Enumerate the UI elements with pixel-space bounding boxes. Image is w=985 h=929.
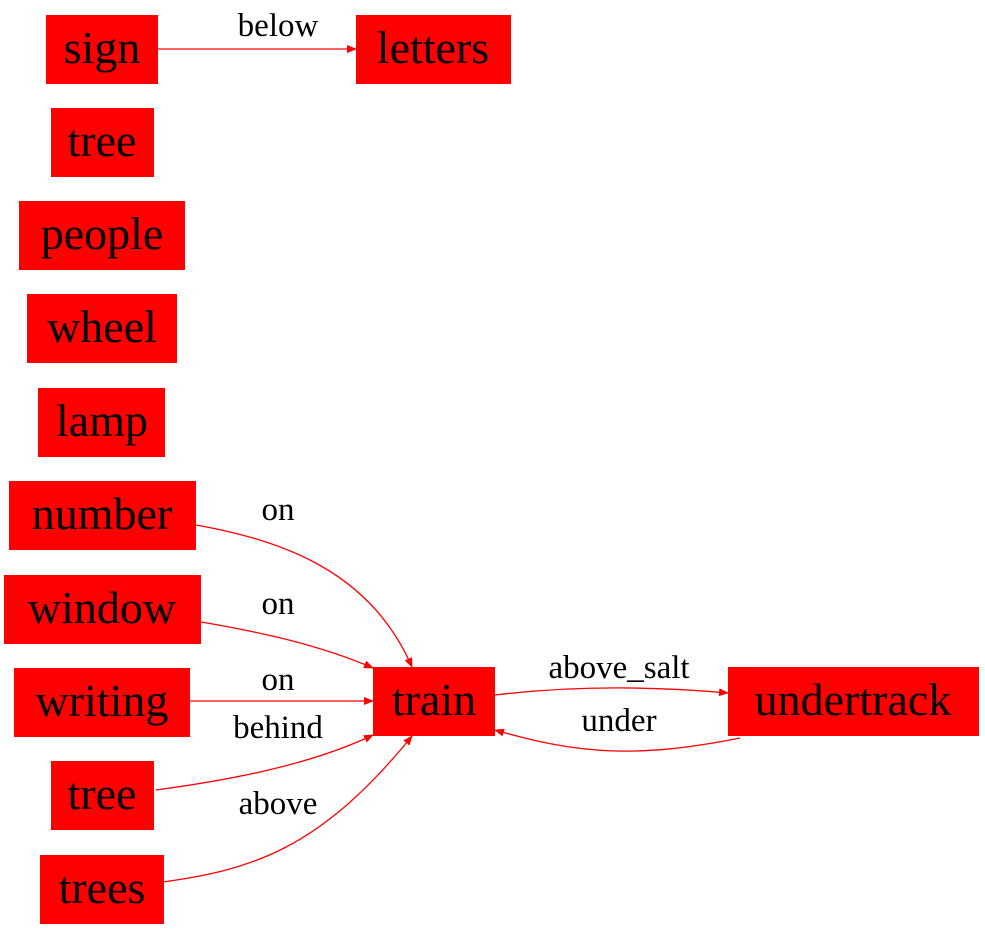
node-trees-label: trees: [59, 862, 146, 913]
node-train-label: train: [392, 674, 476, 725]
node-number[interactable]: number: [9, 481, 196, 550]
node-writing-label: writing: [36, 675, 169, 726]
node-number-label: number: [32, 488, 173, 539]
edge-label-above: above: [239, 786, 318, 822]
edge-number-train: [195, 524, 413, 668]
edge-window-train: [200, 621, 374, 669]
node-wheel[interactable]: wheel: [27, 294, 177, 363]
edge-label-number-on: on: [262, 492, 295, 528]
node-wheel-label: wheel: [47, 301, 157, 352]
node-people[interactable]: people: [19, 201, 185, 270]
node-letters-label: letters: [377, 22, 489, 73]
node-tree-1[interactable]: tree: [51, 108, 154, 177]
node-train[interactable]: train: [373, 667, 495, 736]
node-sign-label: sign: [64, 22, 141, 73]
edge-train-undertrack: [494, 687, 729, 697]
edge-label-window-on: on: [262, 586, 295, 622]
node-sign[interactable]: sign: [46, 15, 158, 84]
node-lamp-label: lamp: [56, 395, 148, 446]
edge-tree-train: [155, 734, 374, 791]
edge-labels: below on on on behind above above_salt u…: [233, 8, 689, 822]
node-undertrack[interactable]: undertrack: [728, 667, 979, 736]
edge-label-writing-on: on: [262, 662, 295, 698]
node-people-label: people: [41, 208, 164, 259]
node-tree-1-label: tree: [68, 115, 137, 166]
nodes: sign letters tree people wheel lamp numb…: [4, 15, 979, 924]
edges: [155, 45, 741, 883]
node-letters[interactable]: letters: [356, 15, 511, 84]
edge-label-below: below: [238, 8, 319, 44]
edge-label-behind: behind: [233, 710, 323, 746]
node-window-label: window: [28, 582, 177, 633]
edge-undertrack-train: [494, 728, 741, 752]
edge-label-above-salt: above_salt: [548, 650, 689, 686]
node-undertrack-label: undertrack: [755, 674, 952, 725]
node-tree-2-label: tree: [68, 768, 137, 819]
edge-label-under: under: [581, 703, 656, 739]
node-trees[interactable]: trees: [40, 855, 164, 924]
node-writing[interactable]: writing: [14, 668, 190, 737]
node-tree-2[interactable]: tree: [51, 761, 154, 830]
edge-trees-train: [162, 735, 413, 883]
node-window[interactable]: window: [4, 575, 201, 644]
node-lamp[interactable]: lamp: [38, 388, 165, 457]
